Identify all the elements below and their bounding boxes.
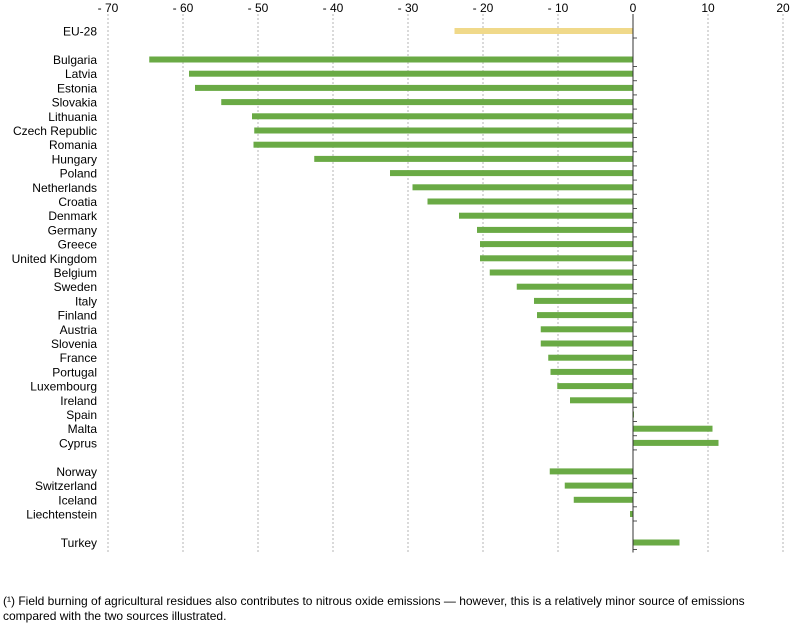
bar [550,368,633,375]
footnote: (¹) Field burning of agricultural residu… [3,594,745,623]
x-tick-label: - 60 [173,1,194,15]
category-label: Norway [56,465,97,479]
category-label: Austria [60,323,98,337]
bar [221,99,633,106]
bar [489,269,633,276]
grid-lines [107,14,784,553]
category-label: Poland [60,167,97,181]
category-label: Cyprus [59,436,97,450]
bar [189,70,633,77]
bar [537,312,633,319]
bar [477,226,633,233]
category-label: Luxembourg [30,380,97,394]
category-label: Ireland [60,394,97,408]
category-label: EU-28 [63,25,97,39]
category-label: Sweden [54,280,97,294]
category-label: Netherlands [32,181,97,195]
category-label: Turkey [61,536,97,550]
bar-chart: - 70 - 60 - 50 - 40 - 30 - 20 - 10 0 10 20 EU-28 B… [12,1,790,553]
bar [412,184,633,191]
bar [573,496,633,503]
bar [516,283,633,290]
category-label: Greece [58,238,98,252]
x-tick-label: 10 [701,1,715,15]
bar [549,468,633,475]
category-label: Estonia [57,81,97,95]
bar [630,511,633,517]
category-label: Portugal [52,365,97,379]
category-label: Lithuania [48,110,97,124]
bar [480,241,633,248]
bar [548,354,633,361]
bar [633,425,713,432]
bar [480,255,633,262]
category-label: France [60,351,98,365]
bar [570,397,633,404]
bars [149,28,719,546]
category-label: Latvia [65,67,97,81]
category-label: Hungary [52,152,97,166]
category-label: Romania [49,138,97,152]
bar [540,340,633,347]
x-tick-label: - 70 [98,1,119,15]
category-label: Slovenia [51,337,97,351]
x-axis-ticks: - 70 - 60 - 50 - 40 - 30 - 20 - 10 0 10 20 [98,1,790,15]
x-tick-label: - 20 [473,1,494,15]
x-tick-label: - 30 [398,1,419,15]
bar [252,113,633,120]
category-label: Switzerland [35,479,97,493]
category-label: Croatia [58,195,97,209]
category-label: Denmark [48,209,98,223]
bar [534,297,633,304]
category-label: Liechtenstein [26,508,97,522]
category-label: Slovakia [52,96,98,110]
category-label: Bulgaria [53,53,97,67]
category-label: Malta [68,422,98,436]
x-tick-label: - 40 [323,1,344,15]
bar [564,482,633,489]
category-label: Finland [58,309,97,323]
category-label: Germany [48,223,97,237]
category-label: Spain [66,408,97,422]
x-tick-label: - 50 [248,1,269,15]
bar [314,155,633,162]
bar [254,127,633,134]
bar [390,170,633,177]
bar [253,141,633,148]
bar [454,28,633,34]
x-tick-label: 0 [630,1,637,15]
category-label: Belgium [54,266,97,280]
x-tick-label: - 10 [548,1,569,15]
bar [633,439,719,446]
category-label: Czech Republic [13,124,97,138]
x-tick-label: 20 [776,1,790,15]
category-label: Italy [75,294,97,308]
y-axis-labels: EU-28 BulgariaLatviaEstoniaSlovakiaLithua… [12,25,98,551]
bar [540,326,633,333]
bar [459,212,633,219]
bar [633,539,680,546]
bar [149,56,633,63]
bar [427,198,633,205]
bar [195,84,633,91]
category-label: Iceland [58,493,97,507]
bar [557,383,633,390]
zero-axis [632,14,637,553]
category-label: United Kingdom [12,252,97,266]
